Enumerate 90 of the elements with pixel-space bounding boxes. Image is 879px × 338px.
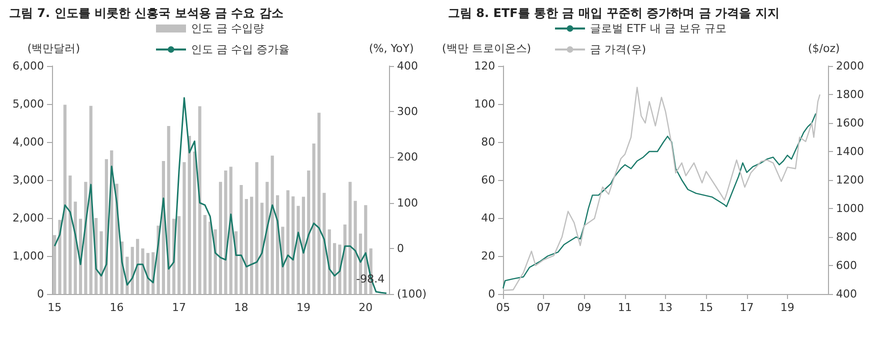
x-tick-label: 09 [577, 301, 592, 314]
bar [100, 231, 103, 294]
bar [68, 175, 72, 294]
y-tick-label: 1,000 [12, 250, 44, 262]
legend-label: 인도 금 수입량 [191, 22, 264, 35]
bar [286, 190, 290, 294]
y-tick-label: 0 [37, 288, 44, 300]
chart-title: 그림 7. 인도를 비롯한 신흥국 보석용 금 수요 감소 [9, 6, 284, 20]
bar [218, 182, 222, 294]
chart-title: 그림 8. ETF를 통한 금 매입 꾸준히 증가하며 금 가격을 지지 [448, 6, 780, 20]
bar [182, 162, 186, 294]
bar [338, 244, 342, 294]
y-tick-label: 2,000 [12, 212, 44, 224]
y2-tick-label: 600 [836, 259, 857, 272]
y2-tick-label: 1400 [836, 145, 864, 158]
bar [208, 222, 212, 294]
bar [270, 156, 274, 294]
y-tick-label: 120 [474, 60, 496, 72]
bar [354, 200, 357, 294]
bar [198, 106, 202, 294]
bar [266, 182, 269, 294]
x-tick-label: 13 [658, 301, 673, 314]
bar [58, 220, 62, 294]
bar [188, 136, 191, 294]
x-tick-label: 19 [780, 301, 794, 314]
x-tick-label: 07 [536, 301, 551, 314]
bar [317, 112, 321, 294]
y-axis-title: (백만 트로이온스) [442, 42, 532, 55]
bar [240, 184, 243, 294]
y-axis-title: (백만달러) [27, 42, 80, 55]
bar [244, 199, 248, 294]
bar [63, 104, 67, 294]
y-tick-label: 60 [481, 174, 496, 186]
bar [302, 196, 306, 294]
x-tick-label: 15 [699, 301, 714, 314]
y2-tick-label: 2000 [836, 60, 864, 72]
y-tick-label: 40 [481, 212, 496, 224]
y-tick-label: 80 [481, 136, 496, 148]
x-tick-label: 17 [740, 301, 754, 314]
bar [333, 243, 336, 294]
bar [177, 216, 181, 294]
y2-axis-title: ($/oz) [808, 42, 840, 55]
bar [312, 144, 316, 294]
y2-tick-label: 1800 [836, 88, 864, 101]
y-tick-label: 4,000 [12, 136, 44, 148]
y2-tick-label: 1600 [836, 116, 864, 130]
y2-tick-label: 0 [397, 242, 404, 255]
bar [193, 152, 196, 294]
x-tick-label: 17 [172, 301, 186, 314]
x-tick-label: 20 [358, 301, 373, 314]
y2-tick-label: 200 [397, 150, 418, 164]
x-tick-label: 15 [48, 301, 62, 314]
y2-tick-label: (100) [397, 288, 427, 300]
y-tick-label: 5,000 [12, 98, 44, 110]
y-tick-label: 6,000 [12, 60, 44, 72]
x-tick-label: 18 [234, 301, 248, 314]
bar [343, 224, 346, 294]
bar [260, 202, 264, 294]
y2-tick-label: 1000 [836, 202, 864, 215]
bar [348, 182, 352, 294]
y-tick-label: 3,000 [12, 174, 44, 186]
y-tick-label: 0 [488, 288, 496, 300]
bar [292, 196, 295, 294]
bar [167, 126, 170, 294]
bar [224, 170, 228, 294]
y-tick-label: 20 [481, 250, 496, 262]
y2-tick-label: 1200 [836, 174, 864, 186]
legend-label: 인도 금 수입 증가율 [191, 43, 290, 56]
bar [53, 235, 56, 294]
x-tick-label: 19 [296, 301, 310, 314]
legend-label: 금 가격(우) [590, 43, 646, 56]
bar [203, 214, 206, 294]
y2-tick-label: 300 [397, 105, 418, 118]
legend-label: 글로벌 ETF 내 금 보유 규모 [590, 22, 726, 35]
y2-tick-label: 800 [836, 230, 857, 244]
y2-tick-label: 400 [397, 60, 418, 72]
bar [322, 192, 326, 294]
y2-tick-label: 100 [397, 196, 418, 210]
bar [296, 206, 300, 294]
x-tick-label: 16 [110, 301, 124, 314]
x-tick-label: 11 [618, 301, 632, 314]
bar [141, 248, 144, 294]
bar [255, 162, 258, 294]
bar [307, 170, 310, 294]
y2-tick-label: 400 [836, 288, 857, 300]
x-tick-label: 05 [496, 301, 510, 314]
y2-axis-title: (%, YoY) [369, 42, 414, 55]
y-tick-label: 100 [474, 98, 496, 110]
bar [136, 238, 140, 294]
bar [250, 196, 254, 294]
